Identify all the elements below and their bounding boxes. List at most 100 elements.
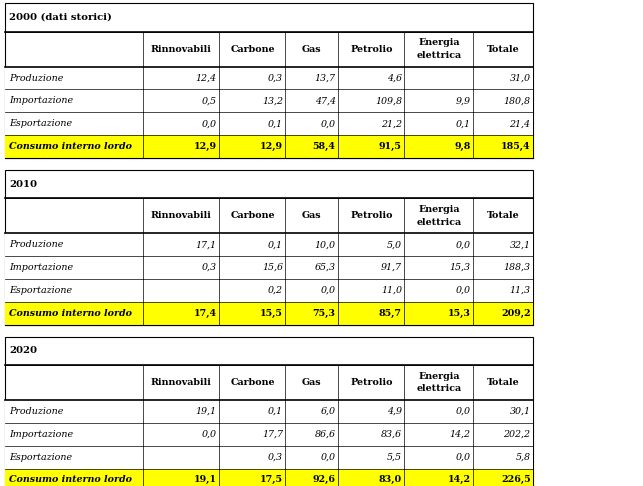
Text: 83,0: 83,0 [379,475,402,485]
Text: 2020: 2020 [9,347,37,355]
Text: Energia: Energia [418,372,460,381]
Text: 12,9: 12,9 [260,142,283,151]
Text: 83,6: 83,6 [381,430,402,439]
Text: Petrolio: Petrolio [350,211,393,220]
Bar [5,233,533,256]
Text: 31,0: 31,0 [509,73,530,83]
Bar [5,279,533,302]
Text: 188,3: 188,3 [503,263,530,272]
Text: 12,4: 12,4 [195,73,217,83]
Bar [5,170,533,325]
Text: 86,6: 86,6 [314,430,336,439]
Text: Petrolio: Petrolio [350,378,393,387]
Text: Consumo interno lordo: Consumo interno lordo [9,309,132,318]
Text: 11,3: 11,3 [509,286,530,295]
Text: 5,8: 5,8 [516,452,530,462]
Text: Carbone: Carbone [230,211,275,220]
Text: 9,9: 9,9 [456,96,471,105]
Text: Totale: Totale [487,378,520,387]
Text: 14,2: 14,2 [448,475,471,485]
Text: Carbone: Carbone [230,378,275,387]
Text: 17,5: 17,5 [260,475,283,485]
Text: 0,0: 0,0 [456,407,471,416]
Text: 4,9: 4,9 [387,407,402,416]
Text: 0,3: 0,3 [268,73,283,83]
Text: 10,0: 10,0 [314,240,336,249]
Text: 21,4: 21,4 [509,119,530,128]
Text: 17,4: 17,4 [194,309,217,318]
Text: Consumo interno lordo: Consumo interno lordo [9,475,132,485]
Text: 58,4: 58,4 [312,142,336,151]
Text: Importazione: Importazione [9,96,73,105]
Text: 185,4: 185,4 [501,142,530,151]
Bar [5,337,533,486]
Bar [5,446,533,469]
Text: Totale: Totale [487,45,520,53]
Text: 65,3: 65,3 [314,263,336,272]
Bar [5,89,533,112]
Text: Energia: Energia [418,38,460,47]
Text: elettrica: elettrica [416,384,462,393]
Text: Carbone: Carbone [230,45,275,53]
Text: 11,0: 11,0 [381,286,402,295]
Text: elettrica: elettrica [416,51,462,60]
Text: 13,7: 13,7 [314,73,336,83]
Text: 0,0: 0,0 [456,286,471,295]
Text: 91,5: 91,5 [379,142,402,151]
Text: 0,1: 0,1 [456,119,471,128]
Text: Esportazione: Esportazione [9,119,72,128]
Text: 0,1: 0,1 [268,407,283,416]
Text: Rinnovabili: Rinnovabili [151,45,212,53]
Text: Energia: Energia [418,205,460,214]
Text: 15,6: 15,6 [262,263,283,272]
Text: 202,2: 202,2 [503,430,530,439]
Text: Gas: Gas [302,45,322,53]
Bar [5,3,533,158]
Bar [5,469,533,486]
Text: Produzione: Produzione [9,73,64,83]
Text: elettrica: elettrica [416,218,462,226]
Text: Gas: Gas [302,378,322,387]
Text: 91,7: 91,7 [381,263,402,272]
Bar [5,135,533,158]
Text: 14,2: 14,2 [449,430,471,439]
Text: 17,1: 17,1 [195,240,217,249]
Text: 19,1: 19,1 [195,407,217,416]
Text: Rinnovabili: Rinnovabili [151,211,212,220]
Text: 5,5: 5,5 [387,452,402,462]
Text: 0,0: 0,0 [202,430,217,439]
Text: Esportazione: Esportazione [9,286,72,295]
Text: 2000 (dati storici): 2000 (dati storici) [9,13,112,22]
Text: 209,2: 209,2 [501,309,530,318]
Text: Esportazione: Esportazione [9,452,72,462]
Text: 0,0: 0,0 [202,119,217,128]
Bar [5,423,533,446]
Text: Produzione: Produzione [9,240,64,249]
Text: 109,8: 109,8 [375,96,402,105]
Text: 21,2: 21,2 [381,119,402,128]
Text: Produzione: Produzione [9,407,64,416]
Text: 15,3: 15,3 [449,263,471,272]
Text: Importazione: Importazione [9,263,73,272]
Text: 6,0: 6,0 [321,407,336,416]
Text: 180,8: 180,8 [503,96,530,105]
Text: 226,5: 226,5 [501,475,530,485]
Bar [5,400,533,423]
Text: Importazione: Importazione [9,430,73,439]
Text: 13,2: 13,2 [262,96,283,105]
Text: 2010: 2010 [9,180,37,189]
Text: 0,1: 0,1 [268,119,283,128]
Text: 0,0: 0,0 [321,452,336,462]
Text: 85,7: 85,7 [379,309,402,318]
Bar [5,67,533,89]
Text: 5,0: 5,0 [387,240,402,249]
Bar [5,256,533,279]
Text: Consumo interno lordo: Consumo interno lordo [9,142,132,151]
Text: 32,1: 32,1 [509,240,530,249]
Text: 0,3: 0,3 [202,263,217,272]
Text: 47,4: 47,4 [314,96,336,105]
Text: Rinnovabili: Rinnovabili [151,378,212,387]
Text: Gas: Gas [302,211,322,220]
Text: 0,3: 0,3 [268,452,283,462]
Text: 0,1: 0,1 [268,240,283,249]
